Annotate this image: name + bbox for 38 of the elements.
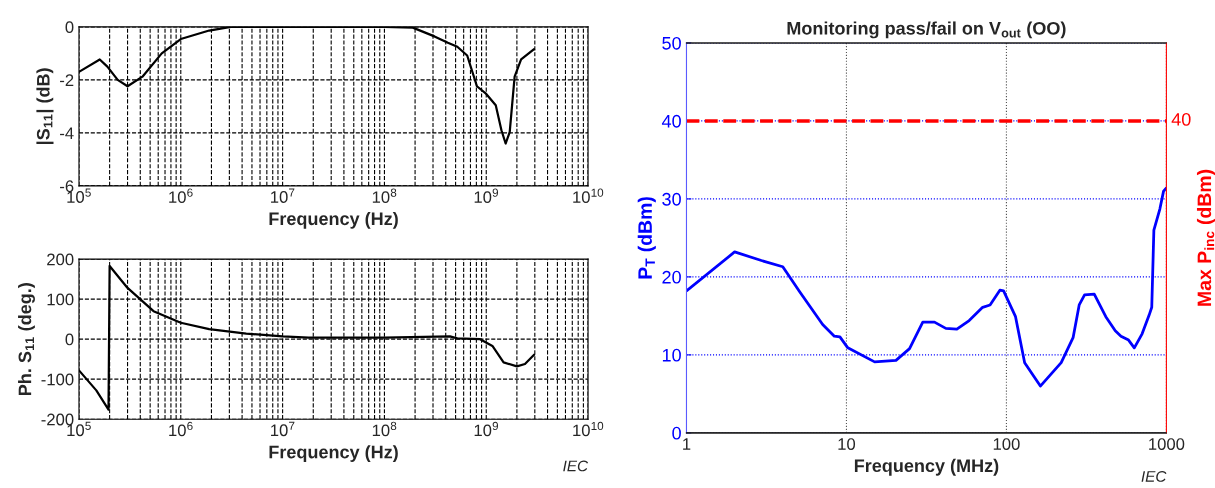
x-tick-label: 10$^{6}$ bbox=[169, 421, 193, 437]
x-tick-label: 10$^{8}$ bbox=[372, 188, 397, 204]
y2-axis-title: Max P$_{inc}$ (dBm) bbox=[1196, 169, 1215, 306]
x-tick-label: 10$^{8}$ bbox=[372, 421, 397, 437]
x-tick-label: 10$^{7}$ bbox=[271, 421, 295, 437]
y-tick-label: 0 bbox=[65, 333, 74, 346]
chart-title: Monitoring pass/fail on V$_{out}$ (OO) bbox=[787, 21, 1066, 39]
y-tick-label: 200 bbox=[47, 253, 74, 266]
x-axis-title: Frequency (Hz) bbox=[269, 211, 398, 229]
x-tick-label: 10$^{9}$ bbox=[474, 188, 499, 204]
y-tick-label: -2 bbox=[60, 74, 74, 86]
y-axis-title: P$_{T}$ (dBm) bbox=[637, 197, 656, 279]
y-tick-label: 20 bbox=[662, 270, 681, 284]
ref-line-label: 40 bbox=[1171, 112, 1191, 126]
y-tick-label: 0 bbox=[672, 426, 681, 440]
y-tick-label: 40 bbox=[661, 114, 681, 128]
x-tick-label: 1000 bbox=[1149, 438, 1185, 450]
y-axis-title: |S$_{11}$| (dB) bbox=[36, 68, 54, 145]
x-tick-label: 10$^{9}$ bbox=[474, 421, 499, 437]
y-tick-label: 50 bbox=[662, 36, 681, 50]
x-tick-label: 10$^{7}$ bbox=[271, 188, 295, 203]
x-axis-title: Frequency (Hz) bbox=[269, 445, 398, 462]
y-tick-label: -4 bbox=[60, 127, 74, 139]
y-tick-label: 10 bbox=[662, 348, 681, 362]
x-tick-label: 10$^{6}$ bbox=[169, 188, 193, 204]
y-axis-title: Ph. S$_{11}$ (deg.) bbox=[18, 283, 35, 396]
y-tick-label: 100 bbox=[47, 293, 74, 306]
text: IEC bbox=[1141, 470, 1167, 482]
text: IEC bbox=[563, 460, 589, 472]
x-tick-label: 10$^{10}$ bbox=[573, 188, 604, 204]
y-tick-label: 0 bbox=[65, 21, 74, 34]
x-axis-title: Frequency (MHz) bbox=[854, 458, 999, 476]
y-tick-label: 30 bbox=[662, 192, 681, 206]
x-tick-label: 10$^{10}$ bbox=[573, 421, 604, 437]
y-tick-label: -100 bbox=[41, 373, 74, 386]
x-tick-label: 100 bbox=[993, 438, 1020, 450]
x-tick-label: 10 bbox=[838, 438, 856, 450]
x-tick-label: 1 bbox=[683, 438, 691, 450]
